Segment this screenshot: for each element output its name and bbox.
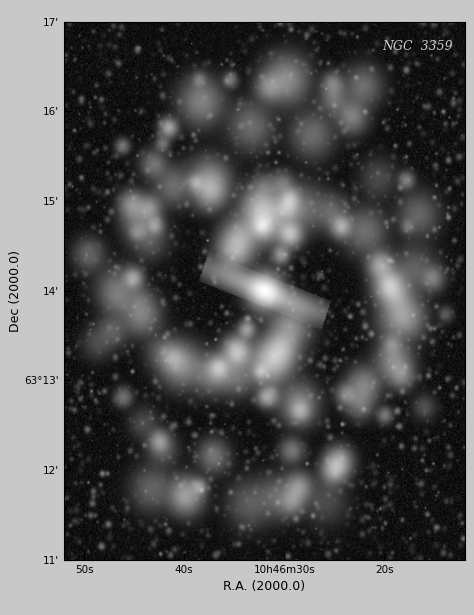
X-axis label: R.A. (2000.0): R.A. (2000.0) bbox=[223, 580, 305, 593]
Y-axis label: Dec (2000.0): Dec (2000.0) bbox=[9, 250, 22, 331]
Text: NGC  3359: NGC 3359 bbox=[382, 41, 453, 54]
